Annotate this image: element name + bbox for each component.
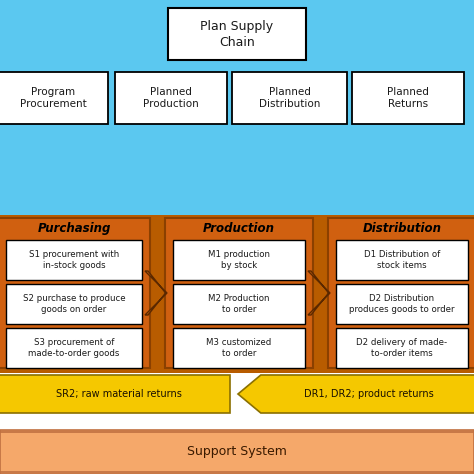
Bar: [168, 8, 306, 60]
Text: DR1, DR2; product returns: DR1, DR2; product returns: [304, 389, 434, 399]
Text: S1 procurement with
in-stock goods: S1 procurement with in-stock goods: [29, 250, 119, 270]
Text: Plan Supply
Chain: Plan Supply Chain: [201, 19, 273, 48]
Polygon shape: [308, 271, 330, 315]
Bar: [0, 375, 230, 413]
Text: M1 production
by stock: M1 production by stock: [208, 250, 270, 270]
Bar: [0, 72, 108, 124]
Text: D2 Distribution
produces goods to order: D2 Distribution produces goods to order: [349, 294, 455, 314]
Bar: [165, 218, 313, 368]
Text: D2 delivery of made-
to-order items: D2 delivery of made- to-order items: [356, 338, 447, 358]
Bar: [6, 328, 142, 368]
Bar: [173, 240, 305, 280]
Text: SR2; raw material returns: SR2; raw material returns: [56, 389, 182, 399]
Bar: [6, 284, 142, 324]
Polygon shape: [145, 271, 167, 315]
Text: D1 Distribution of
stock items: D1 Distribution of stock items: [364, 250, 440, 270]
Bar: [352, 72, 464, 124]
Bar: [0, 373, 474, 416]
Bar: [173, 328, 305, 368]
Text: Production: Production: [203, 221, 275, 235]
Bar: [0, 430, 474, 474]
Text: Support System: Support System: [187, 446, 287, 458]
Bar: [173, 284, 305, 324]
Text: S3 procurement of
made-to-order goods: S3 procurement of made-to-order goods: [28, 338, 120, 358]
Bar: [0, 215, 474, 373]
Text: Planned
Returns: Planned Returns: [387, 87, 429, 109]
Bar: [336, 240, 468, 280]
Text: S2 purchase to produce
goods on order: S2 purchase to produce goods on order: [23, 294, 125, 314]
Text: Planned
Production: Planned Production: [143, 87, 199, 109]
Bar: [0, 432, 474, 472]
Text: Planned
Distribution: Planned Distribution: [259, 87, 320, 109]
Bar: [0, 0, 474, 215]
Bar: [336, 328, 468, 368]
Text: Purchasing: Purchasing: [37, 221, 111, 235]
Text: M2 Production
to order: M2 Production to order: [208, 294, 270, 314]
Text: Program
Procurement: Program Procurement: [19, 87, 86, 109]
Bar: [6, 240, 142, 280]
Bar: [0, 373, 474, 403]
Text: M3 customized
to order: M3 customized to order: [206, 338, 272, 358]
Bar: [115, 72, 227, 124]
Text: Distribution: Distribution: [363, 221, 441, 235]
Bar: [336, 284, 468, 324]
Polygon shape: [238, 375, 474, 413]
Bar: [0, 218, 150, 368]
Bar: [328, 218, 474, 368]
Bar: [232, 72, 347, 124]
